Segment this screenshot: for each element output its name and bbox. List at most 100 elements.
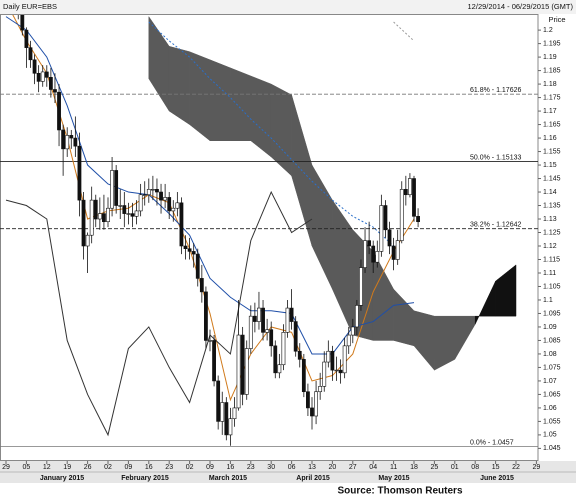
candle-body	[375, 251, 380, 263]
y-axis-title: Price	[548, 15, 565, 24]
candle-body	[61, 129, 66, 150]
candle-body	[220, 402, 225, 422]
x-tick-label: 29	[533, 464, 541, 471]
x-tick-label: 02	[186, 464, 194, 471]
fib-label: 61.8% - 1.17626	[470, 87, 521, 94]
cloud-segment	[495, 264, 517, 317]
y-tick-label: 1.05	[543, 432, 557, 439]
cloud-segment	[230, 67, 252, 142]
header-left: Daily EUR=EBS	[3, 2, 57, 11]
candle-body	[232, 407, 237, 420]
candle-body	[363, 240, 367, 268]
candle-body	[408, 178, 412, 196]
x-tick-label: 16	[145, 464, 153, 471]
candle-body	[354, 305, 359, 328]
candle-body	[395, 240, 400, 260]
candle-body	[261, 307, 265, 333]
candle-body	[81, 199, 86, 247]
candle-body	[179, 202, 184, 247]
candle-body	[367, 240, 372, 247]
x-tick-label: 27	[349, 464, 357, 471]
candle-body	[236, 334, 241, 409]
month-label: March 2015	[209, 475, 247, 482]
candle-body	[53, 89, 57, 93]
y-tick-label: 1.07	[543, 378, 557, 385]
y-tick-label: 1.06	[543, 405, 557, 412]
candle-body	[126, 213, 131, 215]
candle-body	[273, 345, 278, 374]
y-tick-label: 1.105	[543, 283, 561, 290]
candle-body	[28, 47, 33, 61]
y-tick-label: 1.16	[543, 135, 557, 142]
y-tick-label: 1.175	[543, 94, 561, 101]
y-tick-label: 1.18	[543, 81, 557, 88]
candle-body	[110, 170, 114, 209]
y-tick-label: 1.13	[543, 216, 557, 223]
candle-body	[138, 194, 143, 212]
fib-label: 38.2% - 1.12642	[470, 222, 521, 229]
y-tick-label: 1.185	[543, 67, 561, 74]
x-tick-label: 18	[410, 464, 418, 471]
candle-body	[265, 329, 270, 333]
candle-body	[44, 71, 49, 78]
y-tick-label: 1.045	[543, 445, 561, 452]
x-tick-label: 23	[247, 464, 255, 471]
candle-body	[281, 332, 286, 366]
candle-body	[346, 334, 351, 347]
candle-body	[146, 189, 151, 196]
candle-body	[387, 229, 392, 247]
candle-body	[289, 307, 294, 322]
candle-body	[24, 29, 29, 48]
candle-body	[248, 315, 253, 349]
candle-body	[175, 202, 180, 209]
overlay-line	[5, 190, 313, 437]
y-tick-label: 1.115	[543, 256, 560, 263]
candle-body	[240, 334, 245, 395]
y-tick-label: 1.17	[543, 108, 557, 115]
candle-body	[118, 205, 123, 207]
candle-body	[208, 340, 212, 342]
candle-body	[130, 213, 135, 217]
header-band	[0, 0, 576, 14]
cloud-segment	[209, 59, 231, 142]
x-tick-label: 25	[431, 464, 439, 471]
x-tick-label: 05	[23, 464, 31, 471]
x-tick-label: 09	[125, 464, 133, 471]
x-tick-label: 12	[43, 464, 51, 471]
candle-body	[371, 245, 376, 263]
candle-body	[57, 91, 61, 131]
candle-body	[40, 71, 45, 82]
plot-area: 61.8% - 1.17626 50.0% - 1.15133 38.2% - 1.…	[0, 15, 538, 447]
x-tick-label: 09	[206, 464, 214, 471]
candle-body	[318, 386, 323, 393]
candle-body	[310, 407, 314, 417]
candle-body	[77, 145, 82, 201]
candle-body	[32, 59, 37, 74]
axes: 1.21.1951.191.1851.181.1751.171.1651.161…	[2, 27, 561, 482]
y-tick-label: 1.15	[543, 162, 557, 169]
candle-body	[142, 194, 147, 196]
candle-body	[228, 418, 233, 436]
y-tick-label: 1.145	[543, 175, 561, 182]
candle-body	[224, 402, 229, 436]
y-tick-label: 1.165	[543, 121, 561, 128]
candle-body	[106, 207, 110, 223]
overlay-line	[5, 16, 415, 355]
candle-body	[191, 251, 196, 255]
x-tick-label: 08	[471, 464, 479, 471]
x-tick-label: 20	[329, 464, 337, 471]
month-label: June 2015	[480, 475, 514, 482]
y-tick-label: 1.195	[543, 40, 561, 47]
x-tick-label: 16	[227, 464, 235, 471]
candle-body	[187, 248, 192, 252]
candle-body	[297, 350, 302, 360]
overlay-line	[393, 21, 415, 42]
y-tick-label: 1.12	[543, 243, 557, 250]
y-tick-label: 1.065	[543, 391, 561, 398]
candle-body	[20, 15, 25, 31]
y-tick-label: 1.075	[543, 364, 561, 371]
y-tick-label: 1.08	[543, 351, 557, 358]
x-tick-label: 11	[390, 464, 397, 471]
candle-body	[326, 350, 331, 363]
